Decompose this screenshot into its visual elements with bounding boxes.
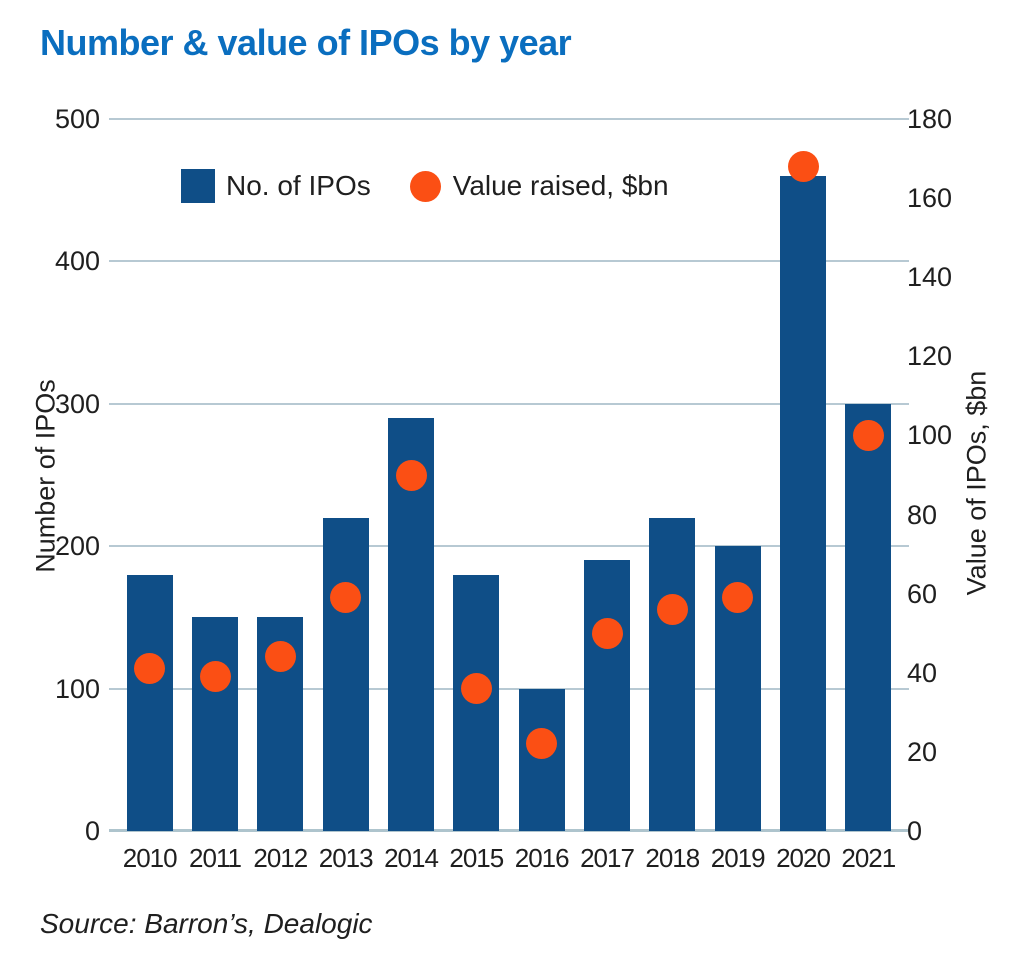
right-axis-tick-100: 100: [907, 420, 953, 451]
left-axis-tick-100: 100: [54, 673, 100, 704]
gridline-500: [109, 118, 909, 120]
dot-2019: [722, 582, 754, 614]
dot-legend-swatch: [409, 170, 441, 202]
left-axis-title: Number of IPOs: [30, 379, 61, 573]
left-axis-tick-500: 500: [54, 104, 100, 134]
bar-2020: [780, 175, 826, 831]
legend-label-no-of-ipos: No. of IPOs: [226, 170, 371, 201]
dot-2011: [199, 661, 231, 693]
legend-label-value-raised: Value raised, $bn: [452, 170, 669, 201]
chart-title: Number & value of IPOs by year: [40, 22, 572, 63]
x-axis-label-2010: 2010: [122, 843, 178, 873]
gridline-100: [109, 687, 909, 690]
x-axis-label-2015: 2015: [449, 843, 504, 873]
right-axis-tick-40: 40: [907, 657, 938, 688]
left-axis-tick-400: 400: [54, 246, 100, 277]
dot-2010: [134, 653, 166, 685]
left-axis-tick-0: 0: [84, 816, 100, 846]
legend-item-no-of-ipos: No. of IPOs: [181, 169, 371, 203]
x-axis-label-2017: 2017: [580, 843, 635, 873]
x-axis-label-2018: 2018: [645, 843, 700, 873]
bar-2016: [518, 688, 565, 831]
x-axis-labels: 2010 2011 2012 2013 2014 2015 2016 2017 2018 2019…: [117, 843, 901, 879]
dot-2020: [787, 150, 819, 182]
gridline-300: [109, 402, 909, 405]
x-axis-label-2011: 2011: [189, 843, 242, 873]
dot-2018: [656, 594, 688, 625]
right-axis-tick-60: 60: [907, 578, 938, 609]
x-axis-label-2014: 2014: [384, 843, 439, 873]
dot-2021: [852, 419, 884, 451]
right-axis-tick-180: 180: [907, 104, 953, 134]
dot-2013: [330, 582, 362, 614]
gridline-0: [109, 829, 909, 832]
right-axis-tick-140: 140: [907, 262, 953, 293]
right-axis-title: Value of IPOs, $bn: [961, 370, 992, 596]
source-note: Source: Barron’s, Dealogic: [40, 908, 373, 939]
x-axis-label-2021: 2021: [841, 843, 896, 873]
bar-2010: [126, 574, 173, 831]
legend: No. of IPOs Value raised, $bn: [181, 169, 669, 203]
bar-2018: [649, 517, 696, 831]
right-axis-ticks: 0 20 40 60 80 100 120 140 160 180: [907, 0, 977, 965]
gridline-400: [109, 260, 909, 263]
x-axis-label-2013: 2013: [318, 843, 374, 873]
right-axis-tick-80: 80: [907, 499, 938, 530]
dot-2016: [526, 728, 558, 760]
left-axis-tick-300: 300: [54, 388, 100, 419]
left-axis-tick-200: 200: [54, 531, 100, 562]
x-axis-label-2016: 2016: [514, 843, 570, 873]
right-axis-tick-0: 0: [907, 816, 923, 846]
dot-2014: [395, 459, 427, 491]
bar-2011: [192, 617, 238, 831]
right-axis-tick-120: 120: [907, 341, 953, 372]
right-axis-tick-20: 20: [907, 736, 938, 767]
left-axis-ticks: 0 100 200 300 400 500: [28, 0, 100, 965]
legend-item-value-raised: Value raised, $bn: [409, 170, 669, 202]
x-axis-label-2019: 2019: [710, 843, 766, 873]
dot-2015: [460, 673, 492, 705]
dot-2017: [591, 617, 623, 649]
dot-2012: [264, 641, 296, 673]
bar-legend-swatch: [181, 169, 215, 203]
bar-2013: [322, 517, 369, 831]
gridline-200: [109, 545, 909, 548]
plot-area: No. of IPOs Value raised, $bn: [109, 118, 909, 832]
x-axis-label-2012: 2012: [253, 843, 308, 873]
x-axis-label-2020: 2020: [776, 843, 831, 873]
bar-2021: [845, 403, 892, 831]
right-axis-tick-160: 160: [907, 183, 953, 214]
bar-2017: [584, 560, 630, 831]
